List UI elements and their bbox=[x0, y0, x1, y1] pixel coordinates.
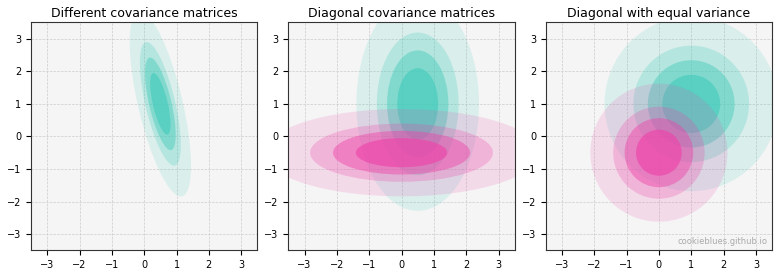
Ellipse shape bbox=[377, 33, 459, 175]
Ellipse shape bbox=[613, 107, 705, 199]
Ellipse shape bbox=[590, 84, 728, 222]
Ellipse shape bbox=[310, 124, 493, 182]
Ellipse shape bbox=[625, 118, 693, 187]
Text: cookieblues.github.io: cookieblues.github.io bbox=[678, 237, 767, 246]
Ellipse shape bbox=[129, 11, 191, 196]
Ellipse shape bbox=[356, 138, 447, 167]
Title: Diagonal with equal variance: Diagonal with equal variance bbox=[567, 7, 750, 20]
Ellipse shape bbox=[648, 60, 735, 148]
Title: Diagonal covariance matrices: Diagonal covariance matrices bbox=[308, 7, 495, 20]
Ellipse shape bbox=[145, 58, 176, 150]
Ellipse shape bbox=[605, 17, 778, 191]
Title: Different covariance matrices: Different covariance matrices bbox=[51, 7, 238, 20]
Ellipse shape bbox=[633, 46, 749, 162]
Ellipse shape bbox=[356, 0, 479, 211]
Ellipse shape bbox=[150, 73, 171, 135]
Ellipse shape bbox=[387, 50, 449, 157]
Ellipse shape bbox=[140, 42, 181, 166]
Ellipse shape bbox=[636, 130, 682, 176]
Ellipse shape bbox=[397, 68, 438, 140]
Ellipse shape bbox=[333, 131, 471, 175]
Ellipse shape bbox=[662, 75, 720, 133]
Ellipse shape bbox=[264, 109, 539, 196]
